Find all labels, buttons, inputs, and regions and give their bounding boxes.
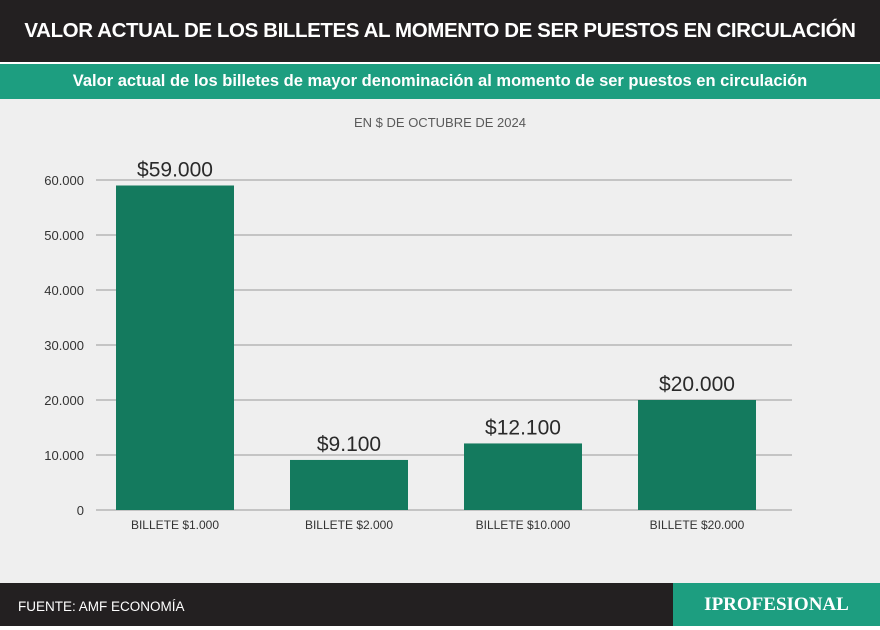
x-tick-label: BILLETE $20.000 [650, 518, 745, 532]
title-bar [0, 0, 880, 62]
x-tick-label: BILLETE $1.000 [131, 518, 219, 532]
y-tick-label: 40.000 [44, 283, 84, 298]
data-label: $12.100 [485, 416, 561, 439]
bar [290, 459, 408, 510]
y-tick-label: 0 [77, 503, 84, 518]
data-label: $9.100 [317, 433, 381, 456]
data-label: $20.000 [659, 373, 735, 396]
data-labels: $59.000 $9.100 $12.100 $20.000 [137, 159, 735, 456]
data-label: $59.000 [137, 159, 213, 182]
x-tick-label: BILLETE $10.000 [476, 518, 571, 532]
bars [116, 185, 756, 510]
bar-chart: EN $ DE OCTUBRE DE 2024 0 10.000 20.000 30.… [44, 115, 792, 532]
y-axis: 0 10.000 20.000 30.000 40.000 50.000 60.000 [44, 173, 84, 518]
subtitle-band [0, 64, 880, 99]
bar [464, 443, 582, 510]
bar [116, 185, 234, 510]
x-axis: BILLETE $1.000 BILLETE $2.000 BILLETE $10.… [131, 518, 745, 532]
y-tick-label: 20.000 [44, 393, 84, 408]
page-title: VALOR ACTUAL DE LOS BILLETES AL MOMENTO … [24, 19, 856, 42]
bar [638, 400, 756, 510]
source-note: FUENTE: AMF ECONOMÍA [18, 599, 185, 614]
y-tick-label: 60.000 [44, 173, 84, 188]
y-tick-label: 30.000 [44, 338, 84, 353]
chart-units-label: EN $ DE OCTUBRE DE 2024 [354, 115, 526, 130]
y-tick-label: 50.000 [44, 228, 84, 243]
brand-logo: IPROFESIONAL [704, 594, 849, 615]
x-tick-label: BILLETE $2.000 [305, 518, 393, 532]
y-tick-label: 10.000 [44, 448, 84, 463]
brand-box [673, 583, 880, 626]
chart-heading: Valor actual de los billetes de mayor de… [72, 72, 808, 90]
